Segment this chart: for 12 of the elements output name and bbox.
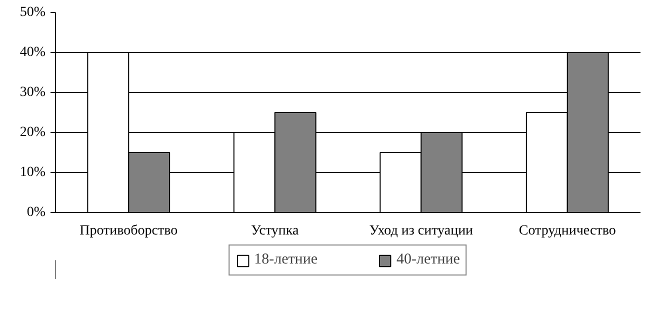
y-tick-label: 0% — [26, 205, 46, 220]
y-tick-label: 40% — [20, 45, 46, 60]
legend-label: 40-летние — [396, 252, 460, 268]
x-tick-label: Уступка — [251, 224, 300, 238]
x-tick-label: Уход из ситуации — [369, 224, 474, 238]
x-tick-label: Противоборство — [80, 224, 178, 238]
x-tick-label: Сотрудничество — [518, 224, 616, 238]
y-tick-label: 30% — [20, 85, 46, 100]
y-tick-label: 50% — [20, 5, 46, 20]
y-tick-label: 10% — [20, 165, 46, 180]
y-tick-label: 20% — [20, 125, 46, 140]
legend-label: 18-летние — [254, 252, 318, 268]
